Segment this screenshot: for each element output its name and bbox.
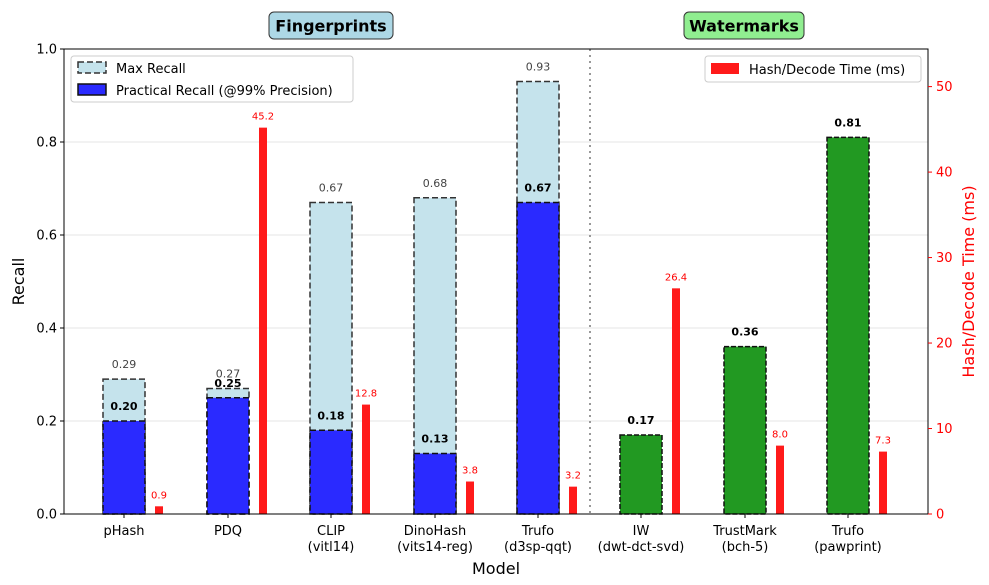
legend-time-swatch <box>711 63 739 74</box>
y-tick-label: 0.6 <box>36 229 57 244</box>
gridlines <box>64 48 928 515</box>
practical-recall-bar <box>413 452 457 515</box>
y-tick-label: 0.0 <box>36 508 57 523</box>
practical-recall-label: 0.13 <box>421 433 448 446</box>
plot-border <box>63 48 929 515</box>
time-bar <box>155 506 163 514</box>
practical-recall-bar <box>723 345 767 515</box>
x-tick-label: Trufo <box>831 524 864 539</box>
data-labels: 0.29 0.20 0.9 0.270.25 45.2 0.67 0.18 12.8 0.68 0… <box>110 61 891 502</box>
practical-recall-bar <box>309 429 353 515</box>
y2-tick-label: 50 <box>936 80 953 95</box>
max-recall-label: 0.93 <box>526 61 551 74</box>
y-axis-title: Recall <box>9 258 28 306</box>
practical-recall-bar <box>619 434 663 515</box>
time-label: 12.8 <box>355 389 377 400</box>
max-recall-label: 0.68 <box>423 177 448 190</box>
practical-recall-bar <box>826 136 870 515</box>
y2-tick-label: 40 <box>936 166 953 181</box>
axes: pHash PDQ CLIP(vitl14) DinoHash(vits14-reg)… <box>9 43 978 579</box>
time-label: 7.3 <box>875 436 891 447</box>
time-bar <box>569 486 577 514</box>
time-label: 26.4 <box>665 272 687 283</box>
max-recall-label: 0.27 <box>216 367 241 380</box>
practical-recall-label: 0.25 <box>214 377 241 390</box>
practical-recall-label: 0.36 <box>731 326 758 339</box>
x-tick-sublabel: (d3sp-qqt) <box>504 540 572 555</box>
time-bar <box>466 481 474 514</box>
x-tick-sublabel: (dwt-dct-svd) <box>598 540 685 555</box>
time-bar <box>879 451 887 514</box>
practical-recall-bar <box>102 420 146 515</box>
section-title-box <box>683 11 805 40</box>
time-bar <box>259 127 267 514</box>
y2-axis-title: Hash/Decode Time (ms) <box>959 185 978 377</box>
x-tick-sublabel: (vits14-reg) <box>397 540 473 555</box>
legend-time-label: Hash/Decode Time (ms) <box>749 63 905 78</box>
legend-right-box <box>704 55 922 83</box>
time-bar <box>672 288 680 514</box>
legend-max-swatch <box>77 61 107 74</box>
y-tick-label: 1.0 <box>36 43 57 58</box>
legend-practical-label: Practical Recall (@99% Precision) <box>116 84 333 99</box>
y2-tick-label: 10 <box>936 422 953 437</box>
practical-recall-label: 0.67 <box>524 181 551 194</box>
practical-recall-bar <box>516 201 560 515</box>
time-bar <box>776 445 784 514</box>
section-title: Watermarks <box>689 17 799 36</box>
x-tick-sublabel: (pawprint) <box>814 540 882 555</box>
y2-tick-label: 30 <box>936 251 953 266</box>
y2-tick-label: 20 <box>936 337 953 352</box>
practical-recall-label: 0.17 <box>627 414 654 427</box>
practical-recall-label: 0.18 <box>317 409 344 422</box>
plot-frame <box>63 48 929 515</box>
practical-recall-bar <box>206 397 250 515</box>
bars <box>102 80 887 515</box>
time-label: 45.2 <box>252 112 274 123</box>
x-tick-sublabel: (bch-5) <box>722 540 769 555</box>
max-recall-label: 0.67 <box>319 181 344 194</box>
y-tick-label: 0.4 <box>36 322 57 337</box>
legends: Max Recall Practical Recall (@99% Precisi… <box>70 55 922 103</box>
legend-practical-swatch <box>77 83 107 96</box>
x-tick-label: pHash <box>103 524 144 539</box>
time-label: 3.8 <box>462 466 478 477</box>
y-tick-label: 0.2 <box>36 415 57 430</box>
x-tick-label: IW <box>633 524 650 539</box>
section-titles: Fingerprints Watermarks <box>268 11 805 40</box>
y-tick-label: 0.8 <box>36 136 57 151</box>
x-axis-title: Model <box>472 559 520 578</box>
legend-max-label: Max Recall <box>116 62 186 77</box>
section-title-box <box>268 11 394 40</box>
practical-recall-label: 0.20 <box>110 400 137 413</box>
max-recall-label: 0.29 <box>112 358 137 371</box>
x-tick-label: DinoHash <box>404 524 467 539</box>
x-tick-label: CLIP <box>317 524 345 539</box>
x-tick-label: Trufo <box>521 524 554 539</box>
time-label: 0.9 <box>151 490 167 501</box>
x-tick-label: PDQ <box>214 524 242 539</box>
time-label: 3.2 <box>565 471 581 482</box>
x-tick-label: TrustMark <box>712 524 777 539</box>
section-title: Fingerprints <box>275 17 386 36</box>
practical-recall-label: 0.81 <box>834 116 861 129</box>
legend-left-box <box>70 55 354 103</box>
time-bar <box>362 404 370 514</box>
x-tick-sublabel: (vitl14) <box>308 540 355 555</box>
time-label: 8.0 <box>772 430 788 441</box>
y2-tick-label: 0 <box>936 508 944 523</box>
